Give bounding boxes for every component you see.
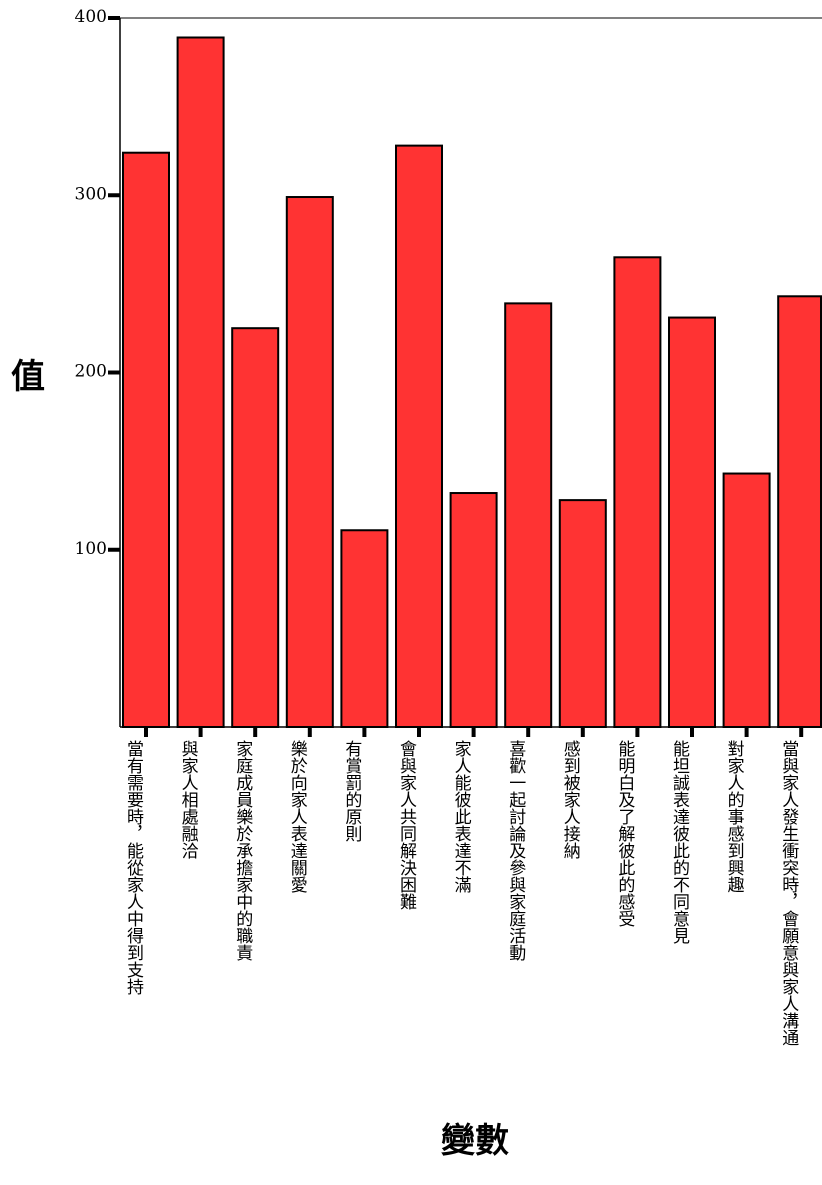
bar	[504, 302, 553, 728]
x-axis: 當有需要時，能從家人中得到支持 與家人相處融洽 家庭成員樂於承擔家中的職責 樂於向家人…	[123, 727, 804, 1046]
bar	[558, 499, 607, 728]
bars	[122, 36, 822, 729]
category-label: 家庭成員樂於承擔家中的職責	[232, 740, 253, 961]
category-label: 家人能彼此表達不滿	[451, 740, 472, 893]
category-label: 當與家人發生衝突時，會願意與家人溝通	[778, 740, 799, 1046]
category-label: 能坦誠表達彼此的不同意見	[669, 740, 690, 944]
category-label: 喜歡一起討論及參與家庭活動	[505, 740, 526, 962]
bar	[122, 151, 170, 728]
bar	[231, 327, 280, 728]
bar	[395, 144, 443, 728]
bar	[777, 295, 822, 728]
bar	[722, 472, 771, 728]
y-axis-title: 值	[11, 357, 45, 397]
category-label: 與家人相處融洽	[178, 740, 199, 859]
bar	[449, 492, 498, 728]
bar	[668, 316, 716, 728]
y-tick-label: 200	[75, 362, 107, 382]
y-tick-label: 300	[75, 184, 107, 204]
bar	[176, 36, 225, 729]
category-label: 樂於向家人表達關愛	[287, 740, 308, 893]
category-label: 會與家人共同解決困難	[396, 740, 417, 910]
bar	[340, 529, 389, 728]
category-label: 當有需要時，能從家人中得到支持	[123, 740, 144, 996]
bar	[285, 196, 334, 728]
category-label: 有賞罰的原則	[341, 740, 362, 843]
y-axis: 100 200 300 400	[75, 7, 120, 559]
category-label: 對家人的事感到興趣	[724, 740, 745, 893]
x-axis-title: 變數	[441, 1121, 509, 1161]
y-tick-label: 100	[75, 539, 107, 559]
category-label: 能明白及了解彼此的感受	[614, 740, 635, 927]
bar	[613, 256, 662, 728]
y-tick-label: 400	[75, 7, 107, 27]
category-label: 感到被家人接納	[560, 740, 581, 860]
